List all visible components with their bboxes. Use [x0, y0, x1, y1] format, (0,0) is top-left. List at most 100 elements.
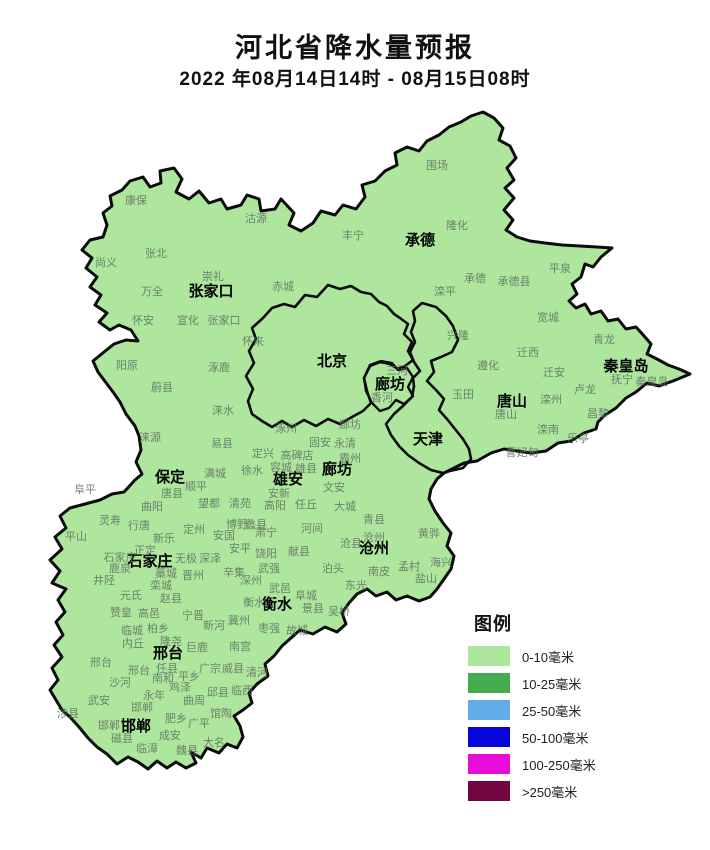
- county-label: 深州: [240, 574, 262, 587]
- county-label: 涉县: [57, 706, 79, 720]
- county-label: 清苑: [229, 497, 251, 510]
- county-label: 馆陶: [210, 706, 232, 720]
- county-label: 泊头: [322, 562, 344, 575]
- county-label: 怀来: [242, 335, 264, 348]
- county-label: 新河: [203, 618, 225, 632]
- city-label: 北京: [317, 352, 347, 370]
- county-label: 张北: [145, 247, 167, 260]
- county-label: 藁城: [155, 567, 177, 580]
- county-label: 承德县: [498, 274, 531, 288]
- county-label: 故城: [286, 623, 308, 637]
- county-label: 鸡泽: [169, 680, 191, 694]
- county-label: 南皮: [368, 565, 390, 578]
- county-label: 安国: [213, 528, 235, 542]
- county-label: 赞皇: [110, 605, 132, 619]
- county-label: 栾城: [150, 578, 172, 592]
- legend-label: >250毫米: [522, 784, 578, 800]
- county-label: 孟村: [398, 559, 420, 573]
- county-label: 滦平: [434, 284, 456, 298]
- county-label: 威县: [222, 662, 244, 675]
- city-label: 保定: [154, 468, 185, 486]
- county-label: 元氏: [120, 589, 142, 602]
- county-label: 青龙: [593, 333, 615, 346]
- county-label: 玉田: [452, 389, 474, 401]
- county-label: 广宗: [199, 661, 221, 675]
- county-label: 顺平: [185, 480, 207, 493]
- county-label: 无极: [175, 551, 197, 565]
- county-label: 青县: [363, 513, 385, 526]
- county-label: 万全: [141, 284, 163, 298]
- county-label: 行唐: [128, 518, 150, 532]
- legend-title: 图例: [474, 614, 512, 634]
- county-label: 吴桥: [328, 605, 350, 618]
- county-label: 隆化: [446, 218, 468, 232]
- legend-label: 50-100毫米: [522, 730, 589, 746]
- legend-swatch: [468, 754, 510, 774]
- county-label: 阳原: [116, 359, 138, 372]
- county-label: 文安: [323, 480, 345, 494]
- county-label: 蔚县: [151, 381, 173, 394]
- county-label: 武邑: [269, 582, 291, 595]
- county-label: 隆尧: [160, 634, 182, 648]
- county-label: 灵寿: [99, 513, 121, 527]
- county-label: 磁县: [111, 732, 133, 745]
- legend-swatch: [468, 673, 510, 693]
- county-label: 怀安: [132, 313, 154, 327]
- city-label: 秦皇岛: [602, 357, 648, 375]
- legend-row: 10-25毫米: [468, 673, 688, 693]
- county-label: 黄骅: [418, 526, 440, 540]
- county-label: 石家庄: [104, 550, 137, 564]
- county-label: 承德: [464, 271, 486, 285]
- county-label: 邢台: [128, 663, 150, 677]
- county-label: 临西: [231, 683, 253, 697]
- county-label: 沧县: [340, 536, 362, 550]
- county-label: 涞源: [139, 430, 161, 444]
- legend-row: 0-10毫米: [468, 646, 688, 666]
- county-label: 肥乡: [165, 712, 187, 725]
- county-label: 涿州: [275, 422, 297, 435]
- county-label: 博野: [226, 518, 248, 531]
- county-label: 邢台: [90, 655, 112, 669]
- county-label: 宣化: [177, 313, 199, 327]
- county-label: 沙河: [109, 676, 131, 689]
- city-label: 石家庄: [126, 552, 172, 570]
- legend-swatch: [468, 700, 510, 720]
- county-label: 固安: [309, 435, 331, 449]
- county-label: 肃宁: [255, 525, 277, 539]
- legend-label: 0-10毫米: [522, 649, 575, 665]
- county-label: 安平: [229, 541, 251, 555]
- county-label: 康保: [125, 193, 147, 207]
- city-label: 沧州: [359, 539, 389, 557]
- county-label: 临漳: [136, 741, 158, 755]
- county-label: 邯郸: [131, 700, 153, 714]
- county-label: 辛集: [223, 565, 245, 579]
- county-label: 井陉: [93, 573, 115, 587]
- county-label: 南宫: [229, 639, 251, 653]
- county-label: 昌黎: [587, 406, 609, 420]
- county-label: 任县: [156, 662, 178, 675]
- county-label: 南和: [152, 672, 174, 685]
- county-label: 赵县: [160, 591, 182, 605]
- city-label: 邢台: [152, 644, 183, 662]
- county-label: 高碑店: [281, 448, 314, 462]
- legend-row: 25-50毫米: [468, 700, 688, 720]
- county-label: 遵化: [477, 358, 499, 372]
- county-label: 安新: [268, 486, 290, 500]
- legend-row: 50-100毫米: [468, 727, 688, 747]
- county-label: 平山: [65, 530, 87, 543]
- county-label: 沧州: [363, 530, 385, 544]
- county-label: 张家口: [208, 313, 241, 327]
- county-label: 廊坊: [339, 417, 361, 431]
- county-label: 献县: [288, 544, 310, 558]
- county-label: 大城: [334, 499, 356, 513]
- legend-swatch: [468, 727, 510, 747]
- county-label: 崇礼: [202, 269, 224, 283]
- county-label: 易县: [211, 437, 233, 450]
- legend-label: 10-25毫米: [522, 676, 582, 692]
- city-label: 唐山: [497, 392, 527, 410]
- county-label: 平泉: [549, 261, 571, 275]
- city-label: 张家口: [188, 282, 233, 300]
- county-label: 成安: [159, 728, 181, 742]
- county-label: 魏县: [176, 743, 198, 757]
